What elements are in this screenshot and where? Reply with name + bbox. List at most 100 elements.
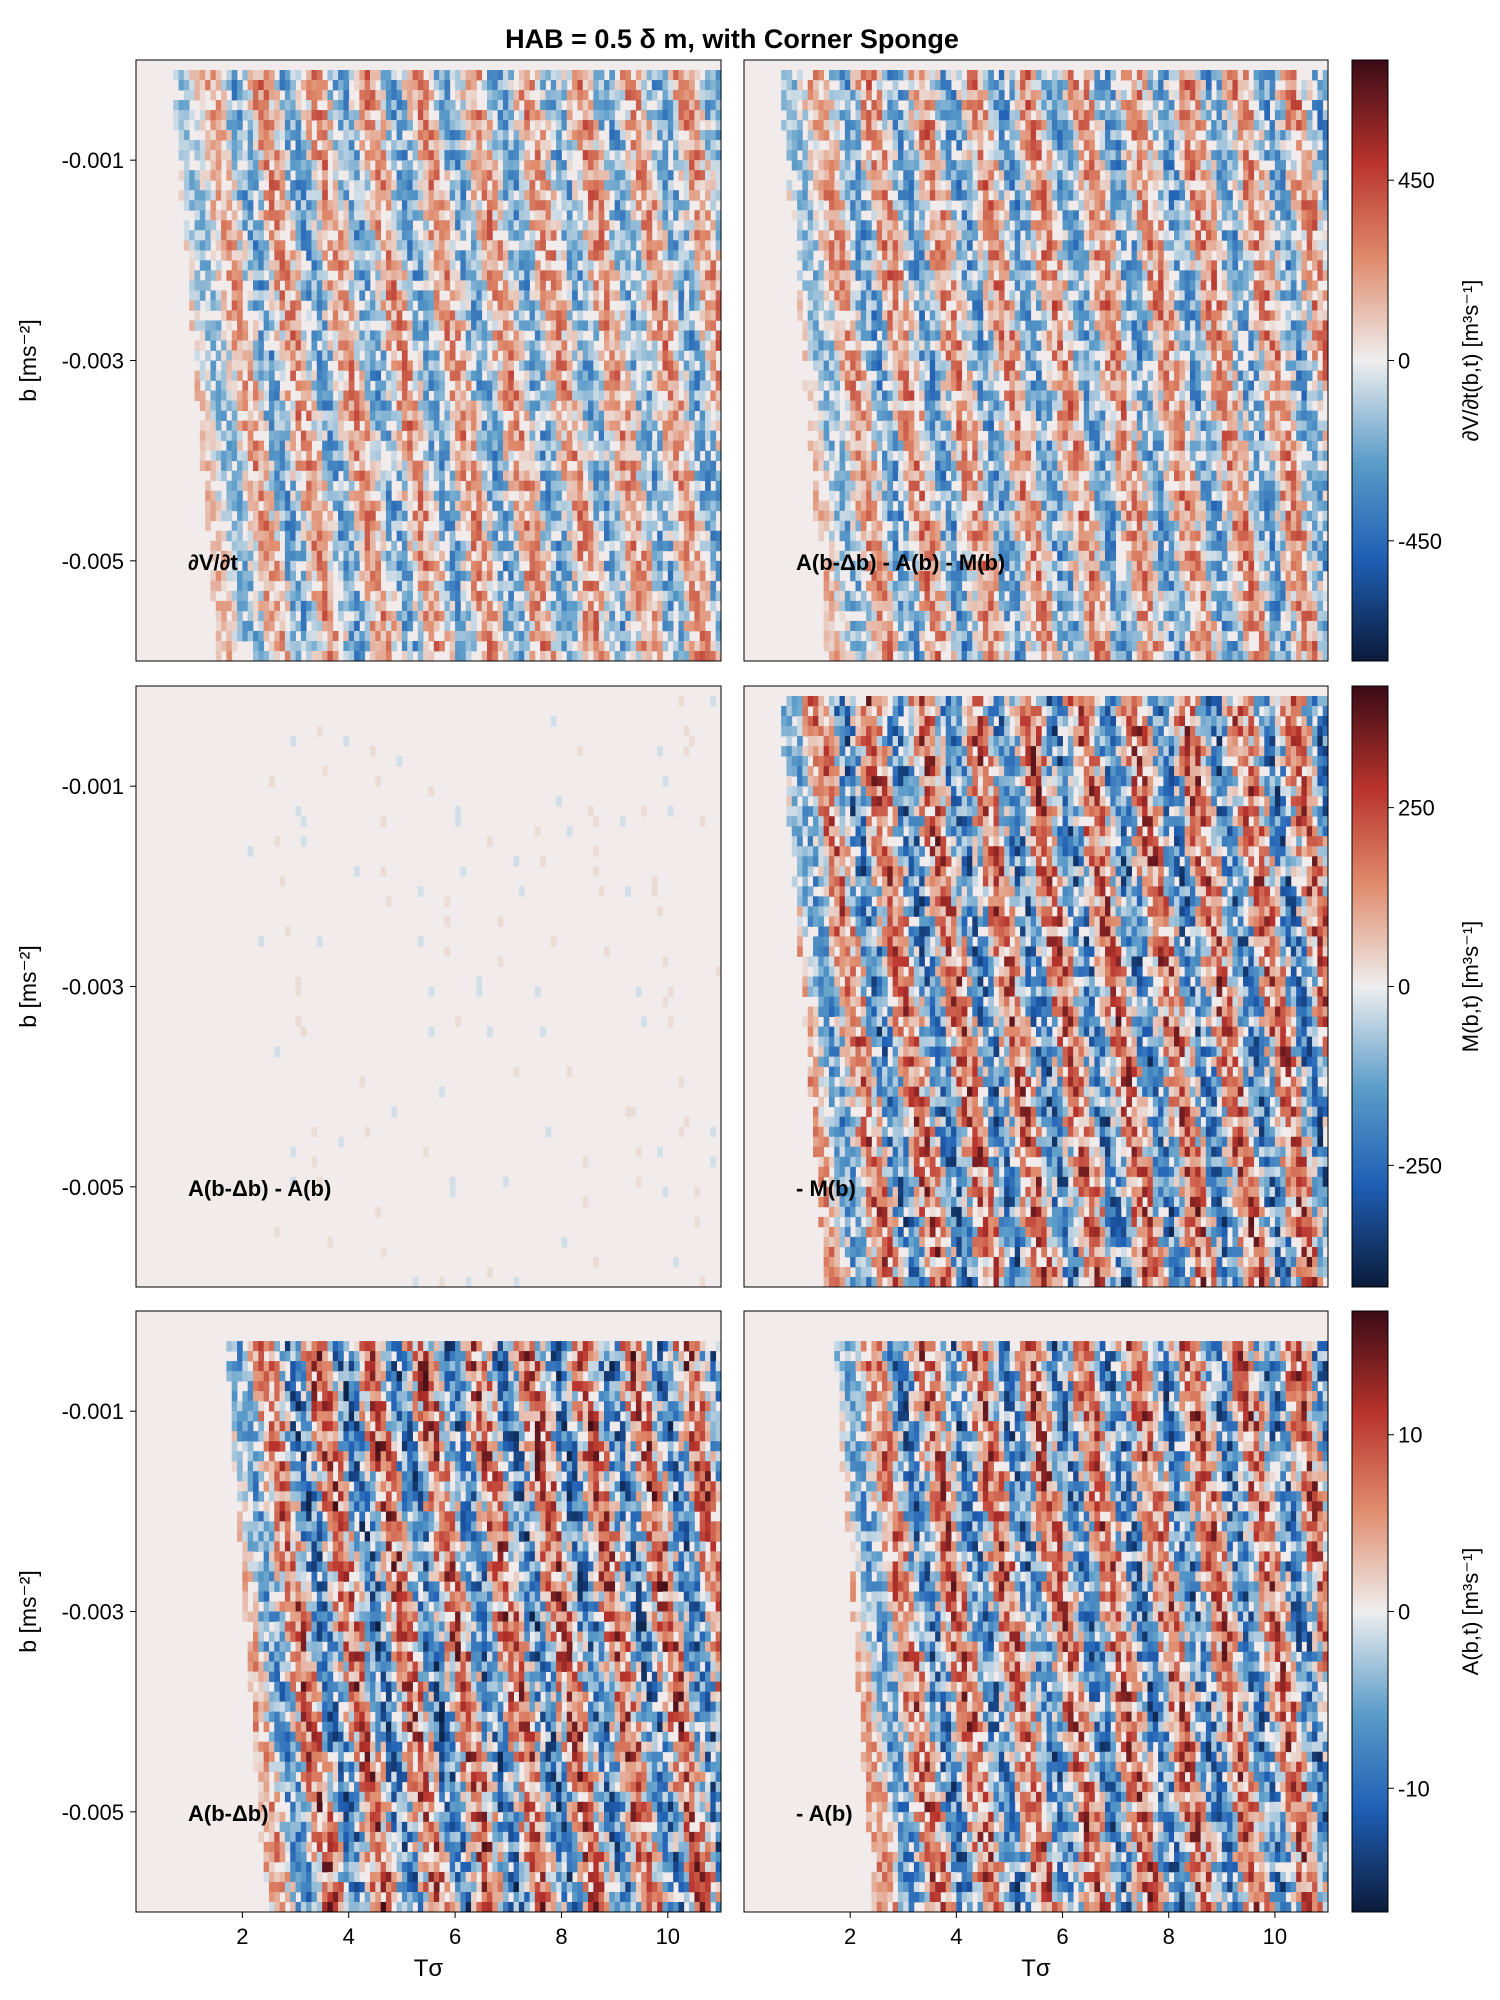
heatmap-cell: [215, 510, 222, 522]
heatmap-cell: [502, 540, 509, 552]
heatmap-cell: [215, 540, 222, 552]
heatmap-cell: [268, 240, 275, 251]
heatmap-cell: [683, 190, 690, 201]
heatmap-cell: [705, 450, 711, 462]
heatmap-cell: [327, 390, 334, 401]
heatmap-cell: [417, 250, 424, 261]
heatmap-cell: [566, 130, 573, 141]
heatmap-cell: [476, 500, 483, 512]
heatmap-cell: [604, 490, 610, 502]
heatmap-cell: [391, 200, 397, 211]
heatmap-cell: [715, 620, 722, 632]
heatmap-cell: [513, 650, 520, 662]
heatmap-cell: [572, 510, 578, 522]
heatmap-cell: [598, 590, 605, 602]
heatmap-cell: [274, 130, 280, 141]
heatmap-cell: [657, 220, 663, 231]
heatmap-cell: [619, 340, 626, 351]
heatmap-cell: [657, 150, 663, 161]
heatmap-cell: [667, 380, 674, 391]
heatmap-cell: [189, 170, 195, 181]
heatmap-cell: [540, 240, 546, 251]
heatmap-cell: [284, 250, 291, 261]
heatmap-cell: [316, 630, 323, 642]
heatmap-cell: [604, 340, 610, 351]
heatmap-cell: [263, 100, 270, 111]
heatmap-cell: [534, 80, 541, 91]
heatmap-cell: [306, 220, 312, 231]
heatmap-cell: [988, 80, 994, 91]
heatmap-cell: [667, 500, 674, 512]
heatmap-cell: [614, 340, 621, 351]
heatmap-cell: [444, 250, 451, 261]
heatmap-cell: [689, 260, 695, 271]
heatmap-cell: [561, 520, 568, 532]
heatmap-cell: [657, 580, 663, 592]
heatmap-cell: [529, 180, 536, 191]
heatmap-cell: [657, 500, 663, 512]
heatmap-cell: [465, 540, 472, 552]
heatmap-cell: [385, 470, 392, 482]
heatmap-cell: [598, 610, 605, 622]
heatmap-cell: [667, 100, 674, 111]
heatmap-cell: [556, 610, 562, 622]
heatmap-cell: [683, 520, 690, 532]
heatmap-cell: [221, 600, 227, 612]
heatmap-cell: [311, 220, 318, 231]
heatmap-cell: [354, 120, 360, 131]
heatmap-cell: [396, 420, 403, 432]
heatmap-cell: [577, 80, 584, 91]
heatmap-cell: [210, 80, 217, 91]
heatmap-cell: [412, 310, 419, 321]
heatmap-cell: [582, 420, 589, 432]
heatmap-cell: [662, 400, 669, 411]
heatmap-cell: [199, 70, 206, 81]
heatmap-cell: [417, 380, 424, 391]
heatmap-cell: [306, 280, 312, 291]
heatmap-cell: [338, 340, 344, 351]
heatmap-cell: [476, 170, 483, 181]
heatmap-cell: [428, 360, 435, 371]
heatmap-cell: [699, 380, 706, 391]
heatmap-cell: [253, 330, 259, 341]
heatmap-cell: [561, 450, 568, 462]
heatmap-cell: [359, 480, 366, 492]
heatmap-cell: [598, 570, 605, 582]
heatmap-cell: [423, 460, 429, 472]
heatmap-cell: [375, 360, 382, 371]
heatmap-cell: [502, 640, 509, 652]
heatmap-cell: [625, 560, 631, 572]
heatmap-cell: [316, 390, 323, 401]
heatmap-cell: [359, 240, 366, 251]
heatmap-cell: [651, 80, 658, 91]
heatmap-cell: [460, 200, 467, 211]
heatmap-cell: [689, 520, 695, 532]
heatmap-cell: [391, 260, 397, 271]
heatmap-cell: [412, 210, 419, 221]
heatmap-cell: [481, 470, 488, 482]
heatmap-cell: [284, 320, 291, 331]
heatmap-cell: [242, 110, 249, 121]
heatmap-cell: [508, 650, 514, 662]
heatmap-cell: [694, 150, 701, 161]
heatmap-cell: [572, 220, 578, 231]
heatmap-cell: [598, 370, 605, 381]
heatmap-cell: [651, 270, 658, 281]
heatmap-cell: [715, 80, 722, 91]
heatmap-cell: [540, 90, 546, 101]
heatmap-cell: [354, 440, 360, 452]
heatmap-cell: [407, 320, 413, 331]
heatmap-cell: [231, 490, 238, 502]
heatmap-cell: [290, 600, 296, 612]
heatmap-cell: [529, 430, 536, 442]
heatmap-cell: [1216, 70, 1223, 81]
heatmap-cell: [566, 590, 573, 602]
heatmap-cell: [439, 490, 445, 502]
heatmap-cell: [396, 300, 403, 311]
heatmap-cell: [641, 630, 647, 642]
heatmap-cell: [284, 520, 291, 532]
heatmap-cell: [380, 620, 387, 632]
heatmap-cell: [577, 380, 584, 391]
heatmap-cell: [433, 320, 440, 331]
heatmap-cell: [332, 320, 339, 331]
